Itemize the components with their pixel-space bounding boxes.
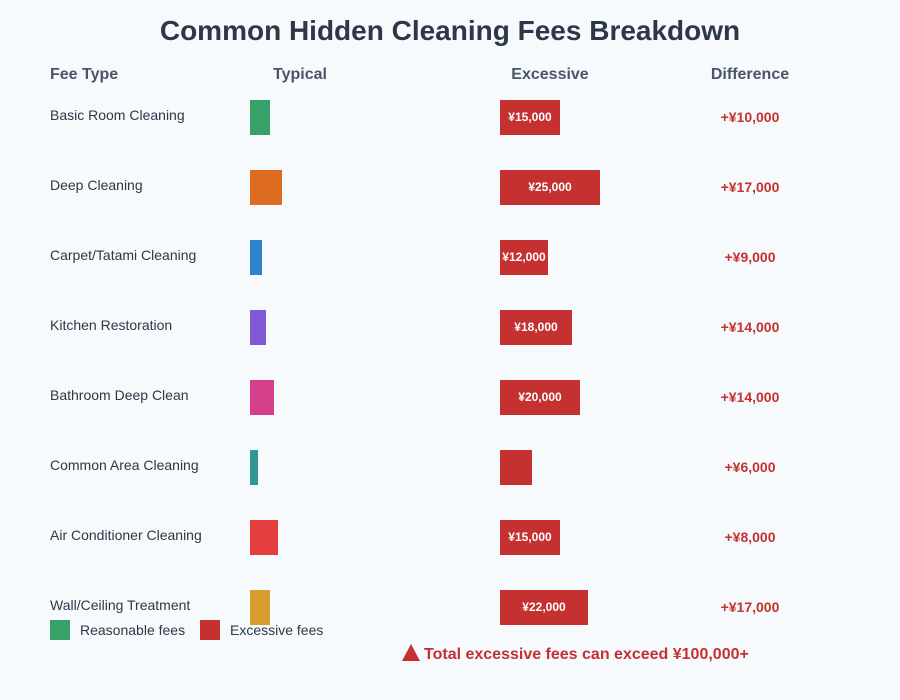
fee-type-label: Basic Room Cleaning	[50, 107, 185, 123]
chart-row: Air Conditioner Cleaning ¥15,000 +¥8,000	[0, 520, 900, 555]
difference-value: +¥14,000	[720, 389, 780, 405]
excessive-bar	[500, 450, 532, 485]
fee-type-label: Carpet/Tatami Cleaning	[50, 247, 197, 263]
header-fee-type: Fee Type	[50, 66, 119, 83]
fee-type-label: Air Conditioner Cleaning	[50, 527, 202, 543]
fee-type-label: Bathroom Deep Clean	[50, 387, 189, 403]
difference-value: +¥6,000	[724, 459, 776, 475]
difference-value: +¥9,000	[724, 249, 776, 265]
typical-bar	[250, 450, 258, 485]
legend-label-reasonable: Reasonable fees	[80, 622, 186, 638]
warning-annotation: Total excessive fees can exceed ¥100,000…	[400, 644, 760, 666]
typical-bar	[250, 380, 274, 415]
chart-row: Kitchen Restoration ¥18,000 +¥14,000	[0, 310, 900, 345]
excessive-bar: ¥12,000	[500, 240, 548, 275]
typical-bar	[250, 240, 262, 275]
chart-row: Common Area Cleaning +¥6,000	[0, 450, 900, 485]
header-difference: Difference	[710, 66, 790, 83]
difference-value: +¥8,000	[724, 529, 776, 545]
chart-row: Bathroom Deep Clean ¥20,000 +¥14,000	[0, 380, 900, 415]
fee-type-label: Common Area Cleaning	[50, 457, 199, 473]
typical-bar	[250, 520, 278, 555]
difference-value: +¥17,000	[720, 179, 780, 195]
excessive-bar: ¥20,000	[500, 380, 580, 415]
fee-type-label: Deep Cleaning	[50, 177, 143, 193]
excessive-bar: ¥15,000	[500, 520, 560, 555]
header-typical: Typical	[273, 66, 327, 83]
typical-bar	[250, 100, 270, 135]
excessive-bar: ¥15,000	[500, 100, 560, 135]
chart-row: Deep Cleaning ¥25,000 +¥17,000	[0, 170, 900, 205]
typical-bar	[250, 310, 266, 345]
chart-row: Wall/Ceiling Treatment ¥22,000 +¥17,000	[0, 590, 900, 625]
excessive-bar: ¥18,000	[500, 310, 572, 345]
typical-bar	[250, 170, 282, 205]
legend-label-excessive: Excessive fees	[230, 622, 324, 638]
excessive-bar: ¥25,000	[500, 170, 600, 205]
fee-type-label: Wall/Ceiling Treatment	[50, 597, 191, 613]
excessive-bar: ¥22,000	[500, 590, 588, 625]
header-excessive: Excessive	[511, 66, 589, 83]
warning-text: Total excessive fees can exceed ¥100,000…	[424, 646, 749, 663]
typical-bar	[250, 590, 270, 625]
fee-type-label: Kitchen Restoration	[50, 317, 173, 333]
difference-value: +¥17,000	[720, 599, 780, 615]
difference-value: +¥14,000	[720, 319, 780, 335]
legend-swatch-reasonable	[50, 620, 70, 640]
chart-row: Basic Room Cleaning ¥15,000 +¥10,000	[0, 100, 900, 135]
warning-triangle-icon	[402, 644, 420, 661]
chart-title: Common Hidden Cleaning Fees Breakdown	[159, 15, 741, 46]
chart-row: Carpet/Tatami Cleaning ¥12,000 +¥9,000	[0, 240, 900, 275]
difference-value: +¥10,000	[720, 109, 780, 125]
legend-swatch-excessive	[200, 620, 220, 640]
